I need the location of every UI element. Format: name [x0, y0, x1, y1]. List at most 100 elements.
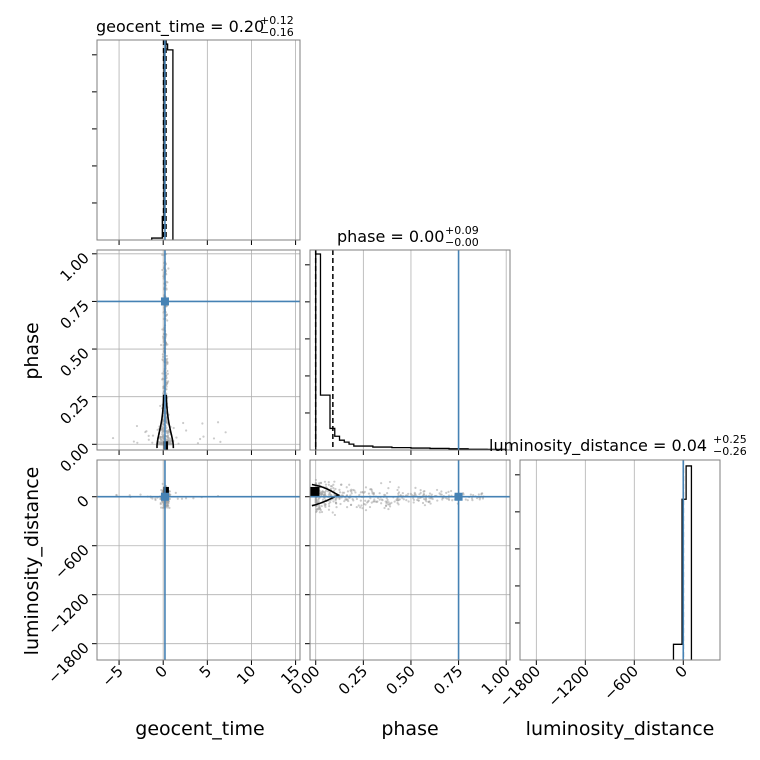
- sample-point: [369, 497, 372, 500]
- sample-point: [417, 499, 420, 502]
- truth-marker: [454, 492, 463, 501]
- sample-point: [327, 502, 331, 505]
- sample-point: [357, 504, 360, 507]
- sample-point: [161, 482, 164, 485]
- sample-point: [167, 436, 170, 439]
- x-axis-label-luminosity-distance: luminosity_distance: [526, 718, 715, 740]
- x-tick-label-luminosity-distance: 0: [672, 662, 691, 681]
- sample-point: [383, 506, 386, 510]
- sample-point: [168, 439, 171, 442]
- sample-point: [334, 497, 337, 501]
- title-phase: phase = 0.00: [337, 227, 444, 246]
- sample-point: [346, 490, 350, 493]
- sample-point: [350, 492, 353, 495]
- sample-point: [161, 426, 165, 429]
- sample-point: [151, 441, 154, 444]
- sample-point: [358, 493, 361, 496]
- sample-point: [327, 508, 331, 511]
- sample-point: [318, 481, 321, 485]
- sample-point: [332, 487, 335, 490]
- x-tick-label-luminosity-distance: −1200: [545, 662, 594, 711]
- sample-point: [378, 492, 381, 495]
- sample-point: [185, 429, 188, 432]
- title-luminosity-distance: luminosity_distance = 0.04: [489, 436, 707, 456]
- sample-point: [359, 491, 362, 494]
- ld-phase-frame: [309, 459, 511, 661]
- phase-geocent-time-frame: [96, 249, 301, 451]
- sample-point: [477, 493, 480, 496]
- sample-point: [481, 497, 485, 500]
- sample-point: [136, 441, 139, 444]
- sample-point: [161, 442, 165, 445]
- density-peak: [163, 486, 169, 497]
- x-tick-label-geocent-time: 0: [152, 662, 171, 681]
- sample-point: [315, 510, 318, 514]
- sample-point: [212, 437, 216, 440]
- sample-point: [139, 493, 142, 496]
- sample-point: [182, 421, 185, 425]
- sample-point: [154, 497, 157, 500]
- sample-point: [161, 439, 165, 443]
- sample-point: [378, 498, 381, 501]
- sample-point: [165, 385, 168, 388]
- sample-point: [469, 493, 472, 496]
- x-axis-label-phase: phase: [381, 718, 438, 740]
- sample-point: [165, 354, 168, 358]
- sample-point: [396, 497, 399, 500]
- sample-point: [372, 500, 376, 503]
- y-tick-label-phase: 0.00: [56, 439, 92, 475]
- sample-point: [318, 511, 321, 514]
- sample-point: [161, 358, 164, 361]
- sample-point: [167, 380, 170, 383]
- x-tick-label-geocent-time: 5: [196, 662, 215, 681]
- sample-point: [319, 491, 322, 495]
- sample-point: [361, 491, 365, 494]
- sample-point: [383, 493, 386, 496]
- sample-point: [428, 500, 431, 503]
- sample-point: [361, 507, 364, 510]
- contour-left: [156, 394, 165, 449]
- sample-point: [371, 490, 374, 493]
- sample-point: [373, 498, 376, 501]
- sample-point: [370, 501, 373, 504]
- y-tick-label-luminosity-distance: −1200: [44, 590, 93, 639]
- y-axis-label-phase: phase: [21, 322, 43, 379]
- sample-point: [335, 506, 338, 509]
- y-tick-label-luminosity-distance: −600: [51, 541, 93, 583]
- sample-point: [165, 313, 168, 317]
- sample-point: [371, 492, 374, 495]
- sample-point: [388, 505, 392, 508]
- sample-point: [329, 485, 333, 488]
- sample-point: [380, 482, 383, 485]
- sample-point: [332, 500, 335, 503]
- title-luminosity-distance-lower-error: −0.26: [713, 445, 747, 458]
- sample-point: [385, 497, 388, 500]
- sample-point: [327, 483, 330, 486]
- sample-point: [343, 500, 346, 503]
- sample-point: [345, 486, 348, 489]
- contour: [311, 483, 341, 507]
- title-phase-upper-error: +0.09: [445, 224, 479, 237]
- sample-point: [396, 501, 399, 505]
- sample-point: [161, 372, 164, 375]
- sample-point: [175, 436, 178, 439]
- title-luminosity-distance-upper-error: +0.25: [713, 433, 747, 446]
- sample-point: [320, 504, 323, 508]
- sample-point: [402, 498, 405, 501]
- sample-point: [366, 501, 369, 504]
- density-peak: [163, 441, 169, 450]
- y-tick-label-phase: 1.00: [56, 249, 92, 285]
- sample-point: [418, 493, 421, 496]
- ld-hist-frame: [519, 459, 721, 661]
- x-tick-label-phase: 0.50: [382, 662, 418, 698]
- sample-point: [430, 497, 433, 500]
- sample-point: [328, 505, 331, 508]
- sample-point: [162, 386, 165, 390]
- sample-point: [445, 497, 449, 500]
- sample-point: [364, 499, 367, 502]
- sample-point: [161, 437, 165, 440]
- ld-geocent-time-frame: [96, 459, 301, 661]
- sample-point: [355, 505, 358, 509]
- sample-point: [407, 500, 410, 503]
